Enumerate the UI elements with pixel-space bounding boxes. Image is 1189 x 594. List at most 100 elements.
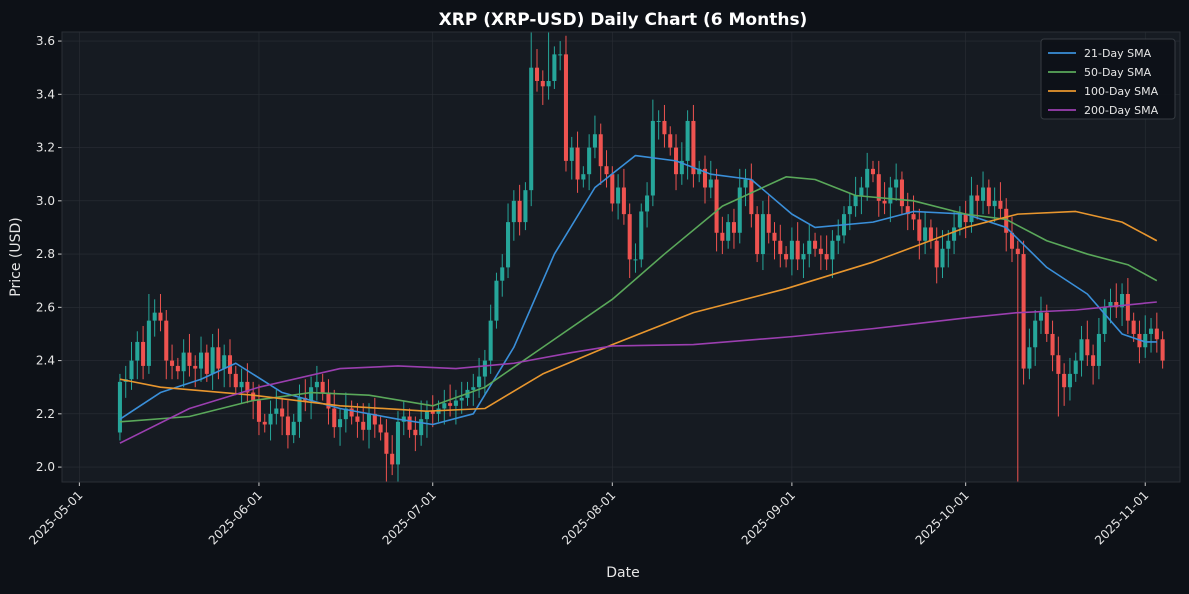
candle bbox=[1154, 312, 1159, 353]
candle bbox=[946, 230, 951, 268]
candle-body bbox=[1062, 373, 1067, 388]
candle-body bbox=[888, 187, 893, 204]
candle-body bbox=[818, 248, 823, 255]
candle bbox=[233, 365, 238, 396]
candle-body bbox=[343, 408, 348, 420]
candle bbox=[575, 131, 580, 193]
legend-label: 21-Day SMA bbox=[1084, 47, 1152, 60]
sma-lines bbox=[119, 154, 1158, 444]
candle bbox=[1067, 357, 1072, 401]
candle-body bbox=[656, 120, 661, 122]
x-axis-label: Date bbox=[606, 565, 639, 581]
candle-body bbox=[372, 413, 377, 425]
candle-body bbox=[291, 421, 296, 436]
candle-body bbox=[198, 352, 204, 369]
candle-body bbox=[598, 134, 603, 167]
candle-body bbox=[917, 219, 922, 241]
candle-body bbox=[616, 187, 621, 204]
candle bbox=[813, 232, 818, 257]
candle-body bbox=[419, 419, 424, 436]
y-tick-label: 2.4 bbox=[36, 354, 55, 368]
candle bbox=[876, 160, 881, 217]
candle-body bbox=[1096, 333, 1101, 366]
candle-body bbox=[366, 413, 372, 430]
candle bbox=[963, 200, 968, 239]
legend-label: 50-Day SMA bbox=[1084, 66, 1152, 79]
candle-body bbox=[847, 206, 852, 215]
candle bbox=[621, 168, 626, 225]
candle-body bbox=[940, 248, 945, 268]
candle-body bbox=[627, 214, 632, 260]
candle-body bbox=[239, 381, 244, 388]
y-tick-label: 3.0 bbox=[36, 194, 55, 208]
candle-body bbox=[865, 168, 870, 188]
y-tick-label: 2.6 bbox=[36, 300, 55, 314]
candle bbox=[691, 104, 696, 188]
candle-body bbox=[1091, 355, 1096, 366]
candle-body bbox=[256, 400, 261, 422]
candle-body bbox=[749, 179, 754, 215]
candle-body bbox=[227, 355, 233, 374]
candle-body bbox=[882, 200, 887, 204]
candle bbox=[807, 224, 812, 268]
candle-body bbox=[899, 179, 904, 207]
candle-body bbox=[355, 416, 360, 422]
candle-body bbox=[952, 227, 957, 241]
legend: 21-Day SMA 50-Day SMA 100-Day SMA 200-Day S… bbox=[1040, 38, 1176, 120]
candle bbox=[268, 400, 273, 441]
candle bbox=[170, 344, 175, 380]
candle bbox=[616, 174, 621, 220]
candle-body bbox=[633, 259, 638, 261]
candle bbox=[801, 243, 806, 279]
candle-body bbox=[442, 403, 447, 409]
candle bbox=[366, 403, 372, 449]
candle-body bbox=[268, 413, 273, 425]
candle bbox=[778, 224, 783, 268]
candle bbox=[424, 400, 429, 438]
candle-body bbox=[778, 240, 783, 255]
candle-body bbox=[697, 168, 702, 175]
candle-body bbox=[679, 160, 684, 175]
candle bbox=[1050, 320, 1055, 372]
candle-body bbox=[193, 365, 198, 369]
candle bbox=[506, 203, 511, 279]
candle-body bbox=[639, 211, 644, 260]
y-axis-label: Price (USD) bbox=[8, 217, 24, 296]
candle-body bbox=[946, 240, 951, 249]
candle bbox=[1038, 296, 1044, 334]
candle-body bbox=[529, 67, 534, 191]
candle-body bbox=[506, 222, 511, 268]
candle-body bbox=[448, 403, 453, 406]
candle-body bbox=[1015, 248, 1020, 255]
candle-body bbox=[853, 195, 858, 207]
candle bbox=[969, 176, 974, 233]
candle-body bbox=[1114, 302, 1119, 308]
candle bbox=[407, 408, 412, 438]
candle bbox=[477, 357, 482, 398]
candle bbox=[784, 246, 789, 268]
candle bbox=[992, 187, 997, 223]
candle-body bbox=[708, 179, 713, 188]
candle bbox=[390, 435, 395, 476]
candle-body bbox=[459, 397, 464, 401]
candle bbox=[563, 35, 568, 172]
y-tick-label: 2.0 bbox=[36, 460, 55, 474]
candle bbox=[824, 235, 829, 271]
candle bbox=[459, 381, 464, 414]
sma-line-21-day-sma bbox=[119, 154, 1157, 426]
candle bbox=[540, 70, 545, 105]
candle bbox=[1160, 331, 1165, 369]
candle-body bbox=[911, 214, 916, 220]
candle bbox=[697, 160, 702, 183]
candle-body bbox=[251, 392, 256, 401]
candle-body bbox=[1050, 333, 1055, 356]
candle-body bbox=[1143, 333, 1148, 348]
candle-body bbox=[876, 174, 881, 201]
candle bbox=[708, 160, 713, 199]
candle bbox=[952, 211, 957, 255]
candle-body bbox=[1085, 339, 1090, 356]
candle-body bbox=[332, 408, 337, 428]
candle-body bbox=[743, 179, 748, 188]
candle-body bbox=[737, 187, 742, 233]
